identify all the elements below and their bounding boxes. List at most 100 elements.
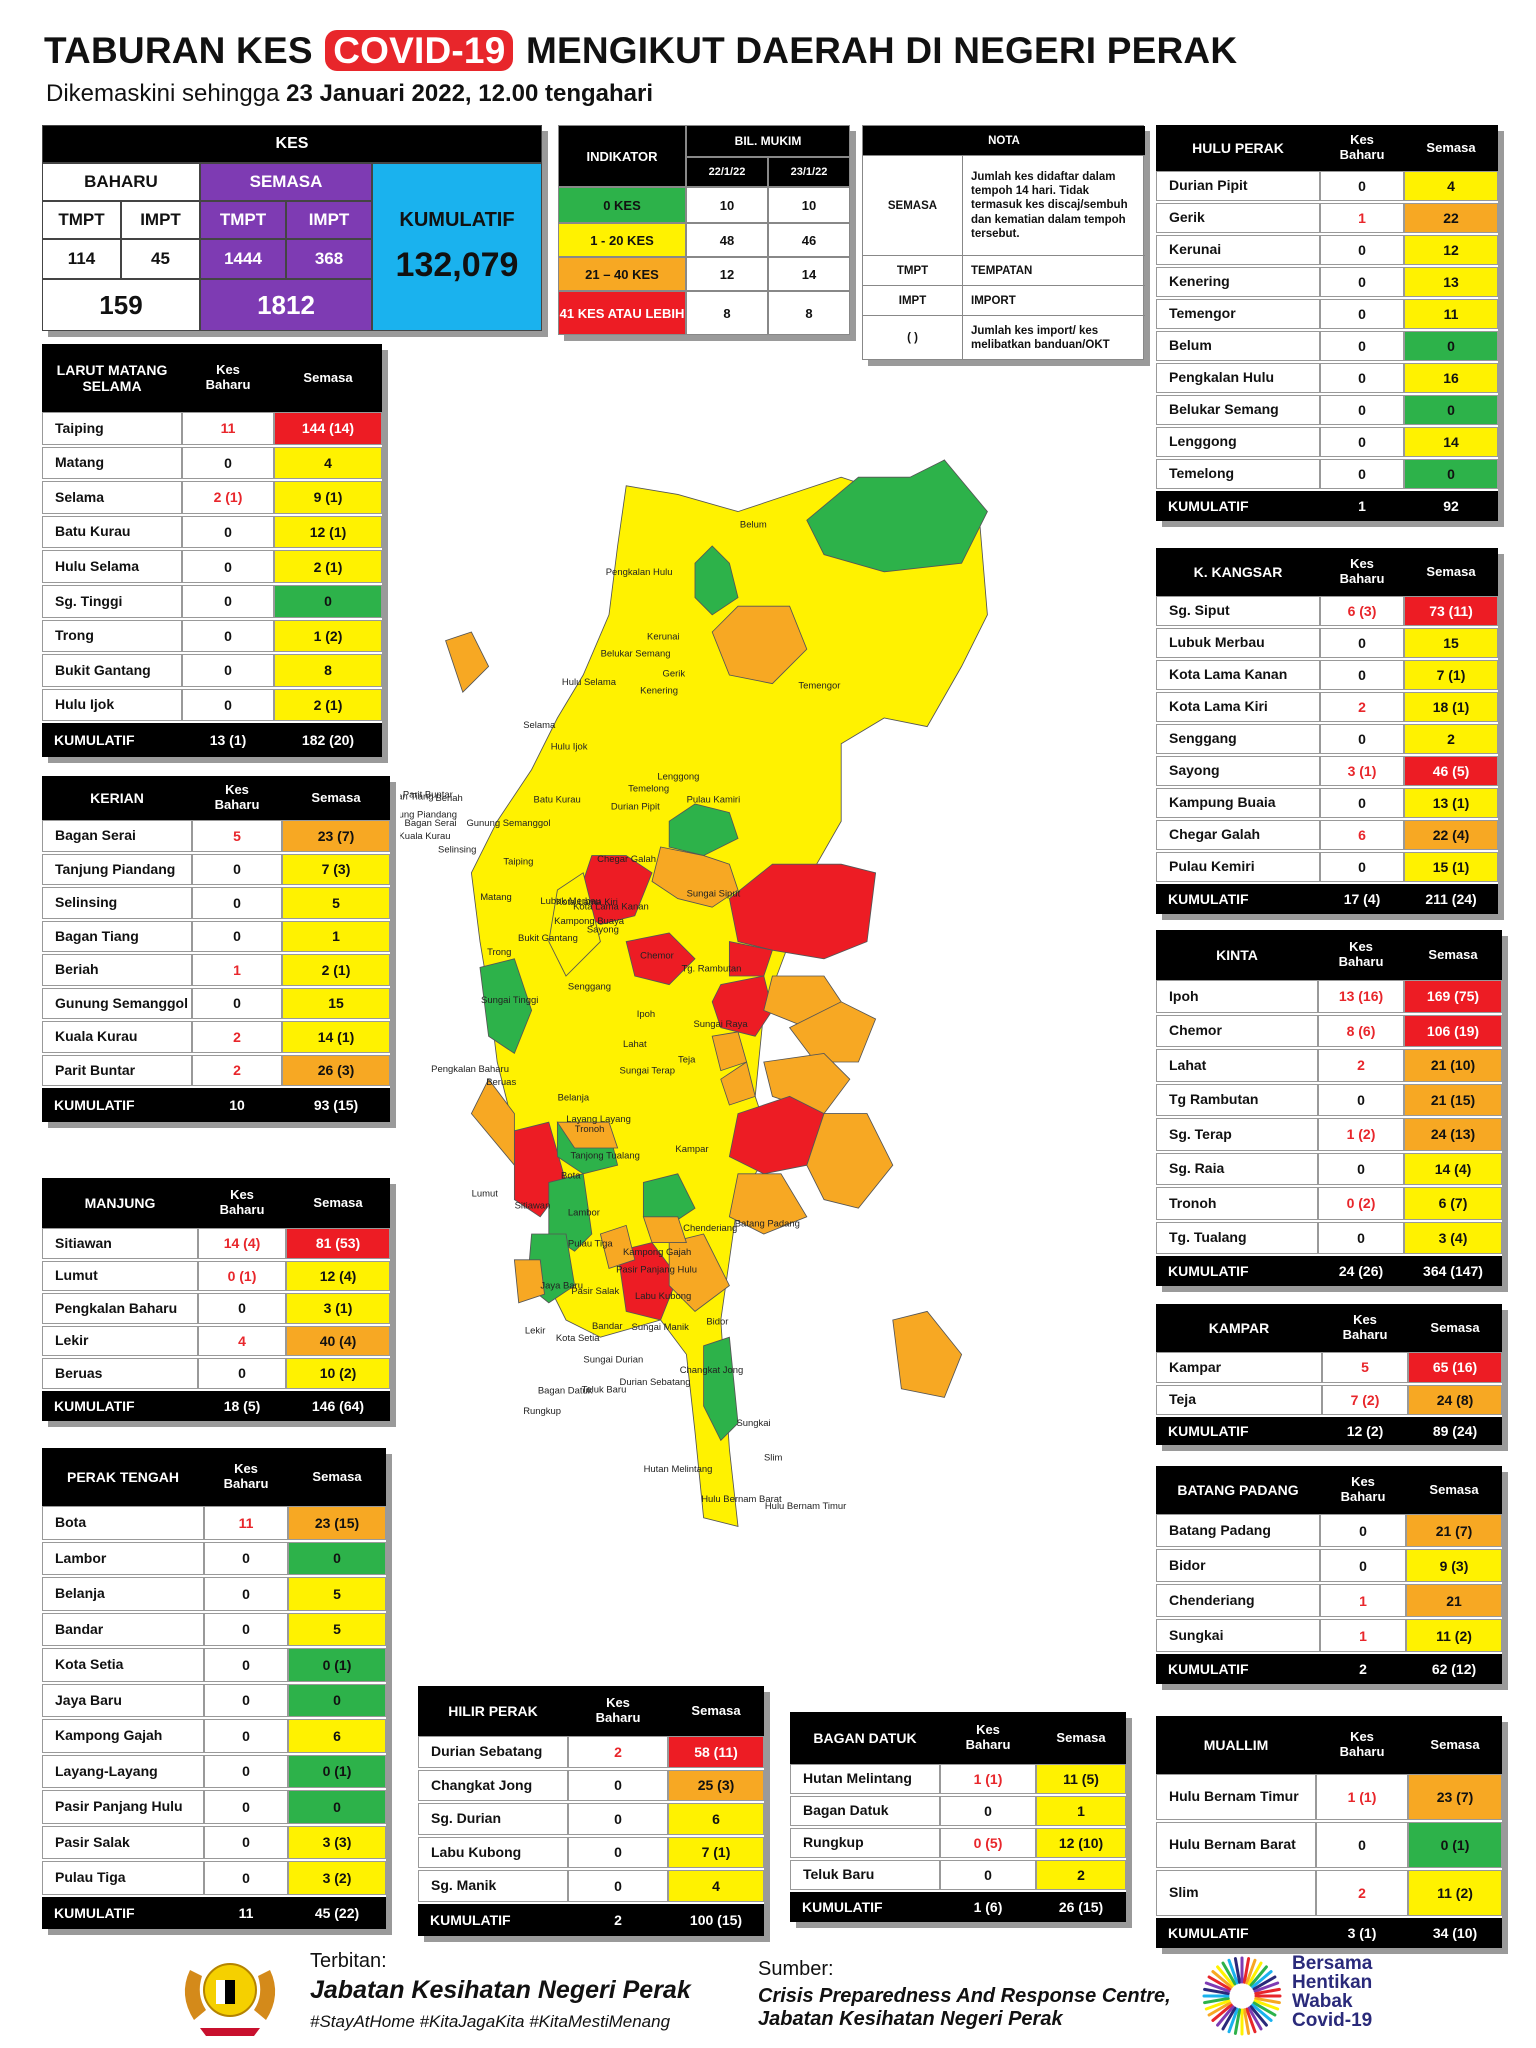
semasa-value: 7 (1)	[1404, 660, 1498, 690]
district-table-header: K. KANGSAR Kes Baharu Semasa	[1156, 548, 1498, 596]
kes-baharu-value: 0	[192, 853, 282, 885]
table-row: Bagan Datuk 0 1	[790, 1796, 1126, 1828]
kes-baharu-value: 11	[182, 412, 274, 445]
mukim-name: Teluk Baru	[790, 1860, 940, 1890]
map-region-temelong	[668, 803, 739, 857]
kes-baharu-value: 0	[192, 987, 282, 1019]
baharu-total: 159	[42, 279, 200, 331]
district-name: KERIAN	[90, 789, 144, 806]
sunburst-ray	[1204, 1981, 1231, 1993]
district-table-kangsar: K. KANGSAR Kes Baharu Semasa Sg. Siput 6 (3)…	[1156, 548, 1498, 914]
table-row: Kampar 5 65 (16)	[1156, 1352, 1502, 1385]
mukim-name: Beriah	[42, 954, 192, 986]
map-label: Temelong	[628, 784, 669, 795]
semasa-impt-value: 368	[286, 239, 372, 279]
semasa-value: 14	[1404, 427, 1498, 457]
kes-baharu-value: 0	[1320, 660, 1404, 690]
map-region-matang	[548, 872, 601, 977]
sunburst-ray	[1227, 1958, 1239, 1985]
district-table-perak-tengah: PERAK TENGAH Kes Baharu Semasa Bota 11 23 (15…	[42, 1448, 386, 1929]
district-table-header: HILIR PERAK Kes Baharu Semasa	[418, 1686, 764, 1736]
sunburst-ray	[1249, 2005, 1268, 2027]
semasa-tmpt-label: TMPT	[200, 201, 286, 239]
map-label: Trong	[487, 947, 511, 958]
semasa-value: 21 (10)	[1404, 1049, 1502, 1082]
map-label: Sitiawan	[515, 1201, 551, 1212]
table-row: Lambor 0 0	[42, 1541, 386, 1577]
terbitan-org: Jabatan Kesihatan Negeri Perak	[310, 1976, 691, 2004]
map-label: Sungai Tinggi	[481, 995, 538, 1006]
kes-baharu-value: 0	[204, 1754, 288, 1788]
col-kes-baharu: Kes Baharu	[219, 1187, 265, 1217]
semasa-value: 4	[668, 1870, 764, 1902]
perak-crest-icon	[184, 1963, 276, 2036]
semasa-value: 1	[282, 920, 390, 952]
district-table-header: KINTA Kes Baharu Semasa	[1156, 930, 1502, 980]
mukim-name: Kenering	[1156, 267, 1320, 297]
map-region-ipoh	[711, 975, 773, 1037]
kes-baharu-value: 3 (1)	[1320, 756, 1404, 786]
district-name: K. KANGSAR	[1193, 563, 1283, 580]
semasa-value: 11 (2)	[1408, 1870, 1502, 1916]
kes-baharu-value: 1	[1320, 1619, 1406, 1652]
table-row: Gunung Semanggol 0 15	[42, 987, 390, 1021]
mukim-name: Bukit Gantang	[42, 654, 182, 687]
kes-baharu-value: 1	[1320, 1584, 1406, 1617]
sunburst-ray	[1204, 1999, 1231, 2011]
semasa-value: 0	[1404, 331, 1498, 361]
kes-baharu-value: 1	[192, 954, 282, 986]
kumulatif-label: KUMULATIF	[1168, 498, 1249, 514]
district-name: BATANG PADANG	[1177, 1481, 1299, 1498]
mukim-name: Kuala Kurau	[42, 1021, 192, 1053]
table-row: Teluk Baru 0 2	[790, 1860, 1126, 1892]
map-label: Changkat Jong	[680, 1365, 744, 1376]
map-region-bagan-serai	[445, 631, 490, 693]
kumulatif-row: KUMULATIF 18 (5) 146 (64)	[42, 1390, 390, 1421]
kes-baharu-value: 2 (1)	[182, 481, 274, 514]
map-label: Kenering	[640, 685, 678, 696]
district-table-manjung: MANJUNG Kes Baharu Semasa Sitiawan 14 (4) 81 …	[42, 1178, 390, 1421]
mukim-name: Lenggong	[1156, 427, 1320, 457]
map-region-changkat-jong	[668, 1233, 730, 1312]
table-row: Temelong 0 0	[1156, 459, 1498, 491]
map-label: Selama	[523, 720, 556, 731]
kumulatif-semasa: 364 (147)	[1423, 1263, 1483, 1279]
table-row: Kampung Buaia 0 13 (1)	[1156, 788, 1498, 820]
map-label: Bagan Datuk	[538, 1386, 593, 1397]
mukim-name: Belum	[1156, 331, 1320, 361]
map-label: Hulu Ijok	[551, 741, 588, 752]
map-label: Kuala Kurau	[400, 831, 451, 842]
table-row: Belum 0 0	[1156, 331, 1498, 363]
map-label: Hulu Bernam Timur	[765, 1501, 846, 1512]
kes-baharu-value: 0	[182, 688, 274, 722]
indicator-count-day2: 8	[768, 291, 850, 335]
col-semasa: Semasa	[691, 1702, 741, 1718]
map-label: Pengkalan Hulu	[606, 567, 673, 578]
indicator-title: INDIKATOR	[558, 125, 686, 187]
mukim-name: Sg. Tinggi	[42, 584, 182, 618]
mukim-name: Sg. Durian	[418, 1803, 568, 1835]
table-row: Bota 11 23 (15)	[42, 1506, 386, 1542]
sunburst-ray	[1251, 1970, 1273, 1989]
mukim-name: Trong	[42, 619, 182, 653]
mukim-name: Kampong Gajah	[42, 1719, 204, 1753]
mukim-name: Bagan Serai	[42, 820, 192, 852]
table-row: Beruas 0 10 (2)	[42, 1358, 390, 1391]
table-row: Kota Setia 0 0 (1)	[42, 1648, 386, 1684]
nota-paren-key: ( )	[863, 316, 963, 360]
table-row: Taiping 11 144 (14)	[42, 412, 382, 447]
kes-baharu-value: 7 (2)	[1322, 1384, 1408, 1415]
semasa-value: 14 (4)	[1404, 1152, 1502, 1185]
district-table-header: MUALLIM Kes Baharu Semasa	[1156, 1716, 1502, 1774]
map-label: Chemor	[640, 950, 674, 961]
mukim-name: Rungkup	[790, 1828, 940, 1858]
indicator-count-day2: 46	[768, 223, 850, 257]
mukim-name: Pasir Panjang Hulu	[42, 1790, 204, 1824]
semasa-value: 12 (1)	[274, 515, 382, 549]
kumulatif-label: KUMULATIF	[54, 1397, 135, 1414]
table-row: Tg. Tualang 0 3 (4)	[1156, 1221, 1502, 1256]
kes-baharu-value: 11	[204, 1506, 288, 1540]
col-kes-baharu: Kes Baharu	[965, 1722, 1011, 1752]
kumulatif-semasa: 93 (15)	[313, 1097, 359, 1113]
district-table-kerian: KERIAN Kes Baharu Semasa Bagan Serai 5 23 (7)…	[42, 776, 390, 1122]
